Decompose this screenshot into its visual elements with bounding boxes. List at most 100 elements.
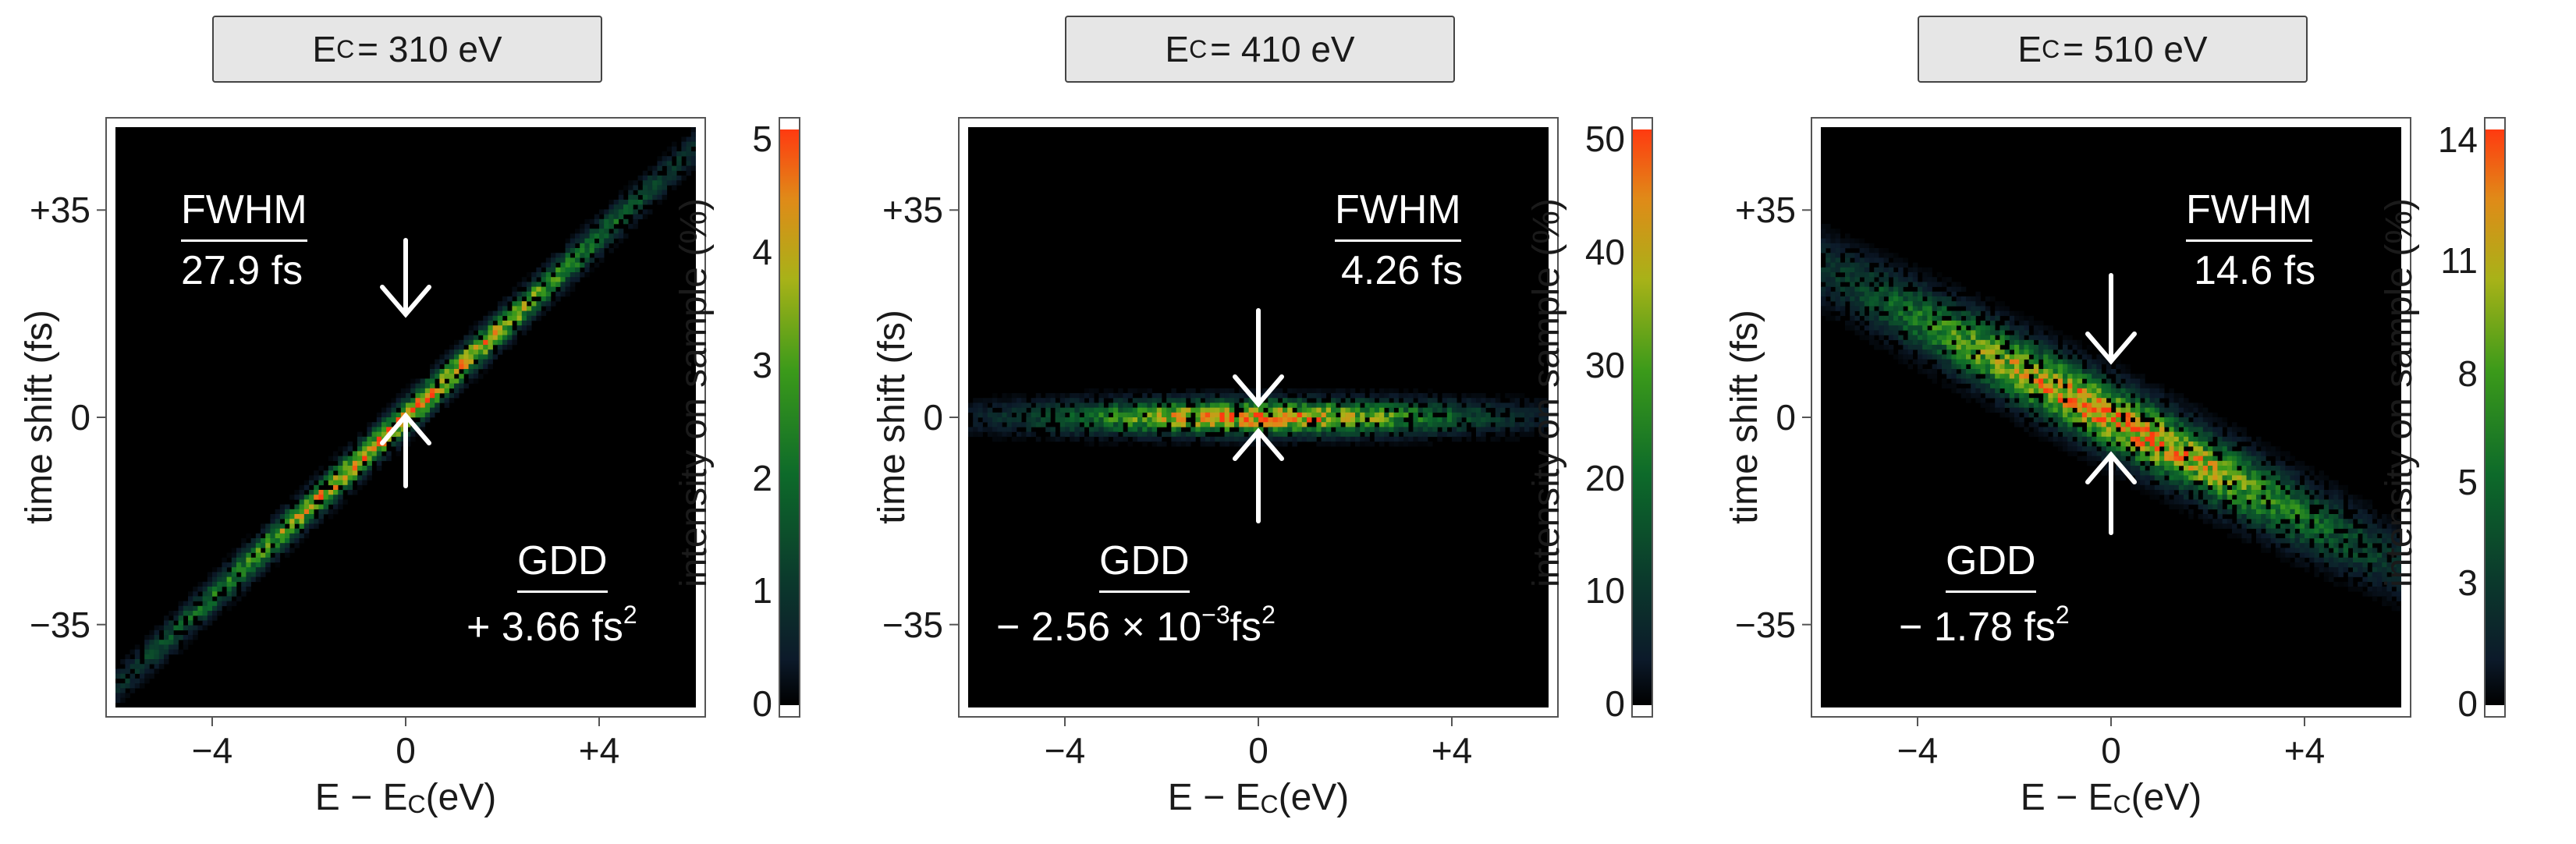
heatmap-cell: [463, 354, 469, 360]
heatmap-cell: [2294, 562, 2301, 568]
heatmap-cell: [478, 354, 484, 360]
heatmap-cell: [1840, 267, 1846, 273]
heatmap-cell: [580, 248, 585, 254]
heatmap-cell: [1244, 407, 1249, 413]
heatmap-cell: [1869, 272, 1875, 278]
heatmap-cell: [1826, 301, 1831, 307]
heatmap-cell: [1253, 417, 1259, 423]
heatmap-cell: [1951, 388, 1957, 394]
heatmap-cell: [997, 417, 1002, 423]
heatmap-cell: [226, 572, 232, 577]
heatmap-cell: [1927, 345, 1932, 350]
heatmap-cell: [2178, 417, 2184, 423]
heatmap-cell: [2386, 548, 2392, 553]
heatmap-cell: [1268, 417, 1273, 423]
heatmap-cell: [1200, 388, 1206, 394]
heatmap-cell: [978, 412, 983, 418]
heatmap-cell: [2145, 484, 2150, 491]
heatmap-cell: [2246, 533, 2252, 539]
heatmap-cell: [1002, 398, 1007, 403]
heatmap-cell: [444, 393, 450, 399]
heatmap-cell: [275, 548, 281, 553]
heatmap-cell: [1936, 291, 1943, 297]
heatmap-cell: [391, 442, 396, 447]
heatmap-cell: [565, 286, 571, 293]
panel-title: E C = 510 eV: [1918, 16, 2308, 83]
heatmap-cell: [473, 354, 479, 360]
heatmap-cell: [2063, 393, 2068, 399]
heatmap-cell: [2338, 533, 2344, 539]
heatmap-cell: [1079, 407, 1085, 413]
heatmap-cell: [1888, 296, 1894, 302]
heatmap-cell: [2028, 398, 2035, 403]
heatmap-cell: [1311, 407, 1317, 413]
heatmap-cell: [1345, 398, 1351, 403]
heatmap-cell: [250, 562, 257, 568]
heatmap-cell: [604, 238, 609, 244]
heatmap-cell: [2184, 412, 2189, 418]
heatmap-cell: [202, 611, 208, 616]
x-tick-label: 0: [2101, 730, 2121, 771]
heatmap-cell: [1922, 277, 1928, 282]
heatmap-cell: [1927, 277, 1932, 282]
heatmap-cell: [2053, 431, 2059, 438]
heatmap-cell: [1224, 427, 1230, 432]
heatmap-cell: [1180, 436, 1187, 442]
x-tick-label: −4: [1897, 730, 1939, 771]
heatmap-cell: [2135, 393, 2141, 399]
heatmap-cell: [565, 267, 571, 273]
heatmap-cell: [2048, 325, 2053, 331]
heatmap-cell: [2314, 552, 2319, 559]
heatmap-cell: [1132, 417, 1138, 423]
heatmap-cell: [2241, 456, 2247, 462]
colorbar-label: intensity on sample (%): [673, 198, 715, 587]
heatmap-cell: [2329, 480, 2334, 486]
heatmap-cell: [2347, 538, 2354, 544]
heatmap-cell: [575, 262, 580, 268]
heatmap-cell: [1946, 296, 1952, 302]
heatmap-cell: [1340, 388, 1346, 394]
heatmap-cell: [454, 388, 459, 394]
heatmap-cell: [2081, 388, 2088, 394]
heatmap-cell: [2241, 460, 2247, 466]
x-label-sub: C: [1260, 790, 1279, 818]
heatmap-cell: [1345, 412, 1351, 418]
heatmap-cell: [342, 456, 348, 462]
heatmap-cell: [2130, 378, 2136, 384]
heatmap-cell: [2347, 576, 2354, 583]
heatmap-cell: [2092, 422, 2097, 427]
heatmap-cell: [299, 519, 305, 524]
heatmap-cell: [1297, 422, 1303, 427]
heatmap-cell: [1253, 422, 1259, 427]
heatmap-cell: [1859, 282, 1865, 287]
heatmap-cell: [1510, 431, 1515, 438]
heatmap-cell: [1307, 388, 1312, 394]
heatmap-cell: [1006, 407, 1013, 413]
heatmap-cell: [1912, 315, 1918, 321]
heatmap-cell: [2145, 388, 2150, 394]
heatmap-cell: [1132, 412, 1138, 418]
heatmap-cell: [2217, 509, 2223, 515]
heatmap-cell: [2081, 393, 2088, 399]
heatmap-cell: [1942, 378, 1947, 384]
heatmap-cell: [2251, 519, 2257, 524]
heatmap-cell: [1031, 417, 1037, 423]
heatmap-cell: [347, 456, 353, 462]
heatmap-cell: [1108, 417, 1114, 423]
heatmap-cell: [2319, 528, 2325, 534]
heatmap-cell: [2198, 456, 2204, 462]
heatmap-cell: [1200, 422, 1206, 427]
heatmap-cell: [1869, 248, 1875, 254]
heatmap-cell: [1176, 422, 1182, 427]
heatmap-cell: [381, 431, 387, 438]
heatmap-cell: [2299, 519, 2305, 524]
heatmap-cell: [1859, 301, 1865, 307]
heatmap-cell: [2266, 533, 2271, 539]
heatmap-cell: [2033, 363, 2039, 370]
heatmap-cell: [2149, 388, 2156, 394]
heatmap-cell: [584, 243, 590, 249]
heatmap-cell: [560, 282, 566, 287]
heatmap-cell: [2053, 407, 2059, 413]
heatmap-cell: [2028, 422, 2035, 427]
heatmap-cell: [1127, 422, 1134, 427]
